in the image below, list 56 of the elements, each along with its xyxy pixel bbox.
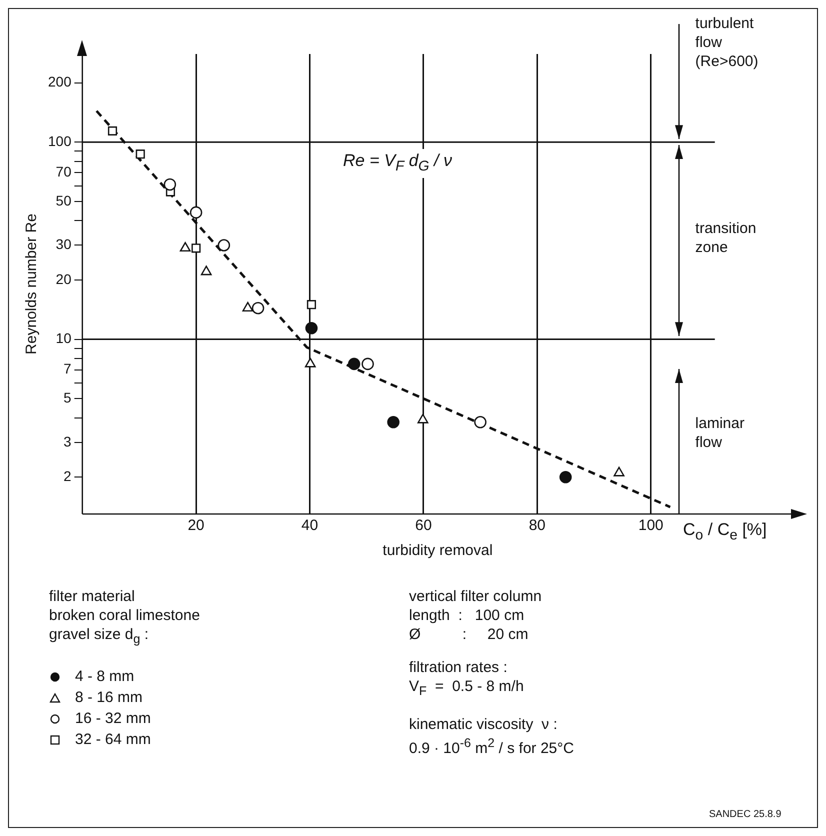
legend-title: filter material broken coral limestone gravel size d$_{g}$ : (49, 587, 201, 648)
text: kinematic viscosity ν : (409, 715, 558, 734)
y-tick-label: 200 (48, 74, 72, 90)
y-tick-label: 70 (56, 164, 72, 180)
annotation: transition zone (695, 218, 756, 257)
point (417, 414, 428, 424)
x-tick-label: 100 (638, 517, 664, 534)
y-tick-label: 10 (56, 330, 72, 346)
text: filtration rates : (409, 658, 508, 677)
x-tick-label: 80 (528, 517, 546, 534)
legend-label: 32 - 64 mm (75, 731, 151, 748)
point (200, 266, 212, 276)
annotation: turbulent flow (Re>600) (695, 14, 758, 71)
point (108, 126, 118, 136)
text: SANDEC 25.8.9 (709, 808, 782, 822)
x-tick-label: 20 (188, 517, 204, 534)
y-tick-label: 30 (56, 236, 72, 252)
y-tick-label: 20 (56, 270, 72, 287)
point (362, 358, 374, 370)
point (242, 302, 254, 312)
point (305, 322, 318, 334)
point (164, 178, 176, 191)
text: length : 100 cm (409, 606, 526, 625)
point (304, 358, 316, 368)
point (192, 244, 201, 253)
text: vertical filter column (409, 587, 543, 606)
point (387, 416, 400, 428)
point (474, 416, 486, 428)
legend-label: 16 - 32 mm (75, 710, 151, 727)
text: 0.9 · 10$^{-6}$ m$^{2}$ / s for 25°C (409, 735, 575, 758)
text: C$_{o}$ / C$_{e}$ [%] (683, 520, 767, 546)
point (190, 206, 202, 219)
point (559, 470, 572, 484)
point (136, 150, 145, 159)
legend-label: 4 - 8 mm (75, 668, 134, 685)
annotation: Re = V$_{F}$ d$_{G}$ / ν (339, 149, 456, 178)
y-tick-label: 5 (64, 390, 72, 406)
y-tick-label: 7 (64, 360, 72, 377)
point (306, 300, 316, 310)
y-tick-label: 50 (56, 192, 72, 208)
x-tick-label: 60 (415, 517, 432, 534)
point (180, 242, 191, 252)
text: Ø : 20 cm (409, 625, 530, 644)
point (348, 358, 360, 370)
x-tick-label: 40 (301, 517, 318, 534)
annotation: laminar flow (695, 414, 744, 452)
text: V$_{F}$ = 0.5 - 8 m/h (409, 677, 525, 700)
legend-label: 8 - 16 mm (75, 689, 143, 706)
point (252, 302, 264, 314)
x-axis-title: turbidity removal (382, 542, 493, 560)
point (614, 466, 624, 476)
y-tick-label: 2 (64, 468, 72, 484)
y-tick-label: 3 (64, 433, 72, 450)
point (218, 239, 230, 252)
y-tick-label: 100 (48, 133, 72, 150)
y-axis-title: Reynolds number Re (23, 214, 40, 354)
